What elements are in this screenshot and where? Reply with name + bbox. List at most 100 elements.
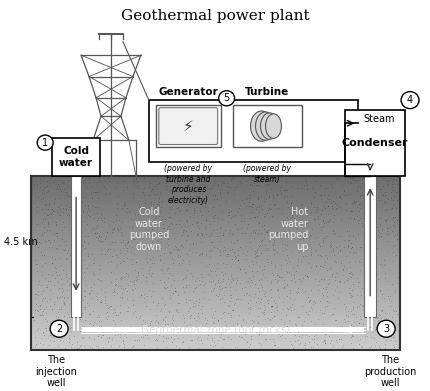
Point [343,312,350,318]
Point [34,221,41,227]
Point [270,202,277,208]
Point [39,215,46,222]
Point [32,257,39,263]
Point [115,331,122,337]
Point [91,281,98,287]
Point [270,239,277,245]
Point [228,295,235,301]
Point [324,192,331,198]
Point [306,260,313,266]
Point [36,278,43,284]
Point [61,247,68,253]
Point [158,235,165,241]
Point [369,303,376,310]
Point [347,245,354,251]
Bar [156,105,221,147]
Point [249,177,256,183]
Point [211,218,218,224]
Point [218,178,225,185]
Point [120,178,127,184]
Point [211,341,218,348]
Point [97,299,104,305]
Point [244,278,251,284]
Point [173,308,180,314]
Point [281,187,288,193]
Point [108,279,114,285]
Point [42,210,49,216]
Point [242,196,249,202]
Point [347,308,354,314]
Point [71,252,78,258]
Point [72,285,79,291]
Point [344,237,351,244]
Point [87,327,94,333]
Point [211,212,218,218]
Point [125,238,132,244]
Point [148,293,155,299]
Point [158,239,165,245]
Point [80,269,87,275]
Point [297,258,304,264]
Point [258,237,265,243]
Point [246,263,252,269]
Point [297,327,304,334]
Point [162,334,169,341]
Point [224,180,230,187]
Point [111,225,118,231]
Point [34,308,41,314]
Point [203,335,210,341]
Point [49,306,55,312]
Point [382,337,389,343]
Point [37,196,44,202]
Point [249,268,256,274]
Point [332,230,338,236]
Point [214,345,221,352]
Point [169,317,176,323]
Point [210,343,217,350]
Point [369,329,376,335]
Point [57,208,64,214]
Point [390,342,396,348]
Point [51,321,58,328]
Point [213,264,220,271]
Point [249,201,256,207]
Point [123,204,130,211]
Point [281,277,288,283]
Point [393,205,399,212]
Point [350,333,357,339]
Point [356,278,363,285]
Point [384,228,390,235]
Point [89,345,95,351]
Point [346,285,353,291]
Point [106,190,113,196]
Point [369,298,375,304]
Point [248,333,255,339]
Point [81,274,88,280]
Point [292,289,299,295]
Point [347,294,354,300]
Point [179,232,186,239]
Point [332,287,338,293]
Point [46,303,53,309]
Point [94,189,101,196]
Point [154,248,161,255]
Point [89,188,96,195]
Point [357,201,364,207]
Point [58,276,64,282]
Point [195,231,202,237]
Point [46,332,52,338]
Point [55,295,62,301]
Point [269,336,276,343]
Point [295,314,301,320]
Point [153,221,160,227]
Point [194,310,201,316]
Point [219,232,226,238]
Point [231,300,238,307]
Point [117,317,124,323]
Point [255,182,262,188]
Point [265,300,272,307]
Circle shape [37,135,53,150]
Point [337,289,344,295]
Point [83,183,90,190]
Point [378,307,385,313]
